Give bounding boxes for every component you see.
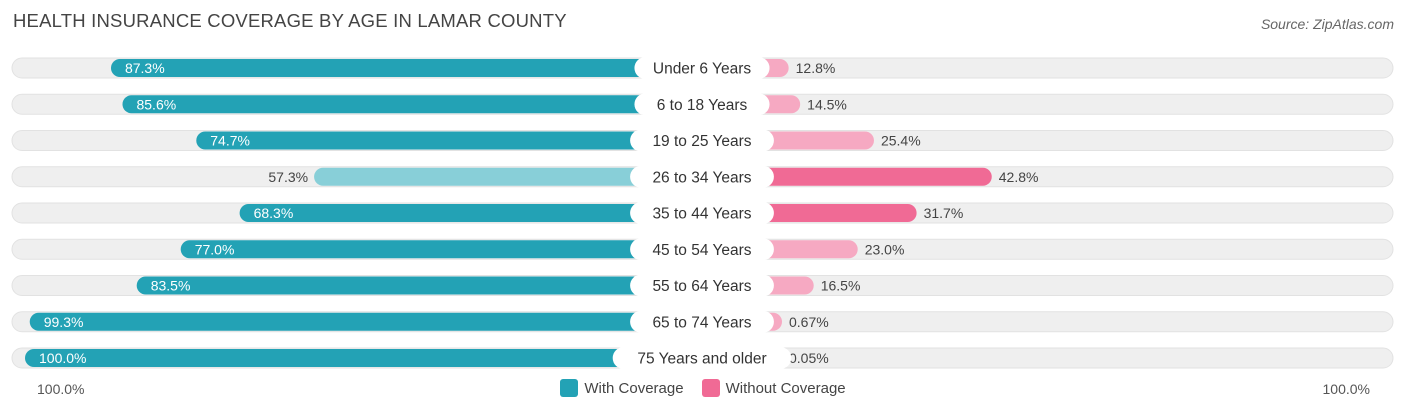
with-coverage-value-label: 57.3% <box>268 169 308 185</box>
without-coverage-value-label: 31.7% <box>924 205 964 221</box>
with-coverage-bar <box>122 95 703 114</box>
legend-label-with-coverage: With Coverage <box>584 379 684 397</box>
with-coverage-value-label: 100.0% <box>39 350 86 366</box>
category-label: 6 to 18 Years <box>657 97 748 114</box>
category-label: 55 to 64 Years <box>652 278 751 295</box>
category-label: Under 6 Years <box>653 61 751 78</box>
chart: 87.3% 12.8% Under 6 Years 85.6% 14.5% 6 to 18… <box>11 57 1394 369</box>
source-label: Source: ZipAtlas.com <box>1260 16 1394 32</box>
without-coverage-bar <box>702 167 992 186</box>
legend-item-with-coverage: With Coverage <box>560 379 684 397</box>
with-coverage-value-label: 99.3% <box>44 314 84 330</box>
category-label: 26 to 34 Years <box>652 169 751 186</box>
axis-left-label: 100.0% <box>37 381 85 397</box>
with-coverage-bar <box>239 204 702 222</box>
category-label: 19 to 25 Years <box>652 133 751 150</box>
with-coverage-bar <box>196 131 702 150</box>
without-coverage-value-label: 0.67% <box>789 314 829 330</box>
category-label-pill <box>634 57 770 79</box>
with-coverage-bar <box>25 349 702 367</box>
category-label-pill <box>634 93 770 116</box>
legend-item-without-coverage: Without Coverage <box>701 379 846 397</box>
category-label: 35 to 44 Years <box>652 206 751 223</box>
category-label-pill <box>630 202 774 224</box>
without-coverage-value-label: 25.4% <box>881 133 921 149</box>
with-coverage-bar <box>180 240 702 259</box>
with-coverage-value-label: 83.5% <box>151 278 191 294</box>
without-coverage-value-label: 42.8% <box>999 169 1039 185</box>
category-label-pill <box>630 238 774 261</box>
with-coverage-value-label: 85.6% <box>136 96 176 112</box>
category-label-pill <box>630 165 774 188</box>
axis-right-label: 100.0% <box>1322 381 1370 397</box>
without-coverage-value-label: 16.5% <box>821 278 861 294</box>
without-coverage-value-label: 14.5% <box>807 96 847 112</box>
category-label: 45 to 54 Years <box>652 242 751 259</box>
chart-title: HEALTH INSURANCE COVERAGE BY AGE IN LAMA… <box>13 10 567 31</box>
category-label: 75 Years and older <box>637 351 766 368</box>
legend-swatch-with-coverage <box>560 379 579 397</box>
without-coverage-value-label: 0.05% <box>789 350 829 366</box>
with-coverage-value-label: 87.3% <box>125 60 165 76</box>
with-coverage-value-label: 68.3% <box>254 205 294 221</box>
category-label-pill <box>630 310 774 333</box>
category-label-pill <box>630 129 774 152</box>
legend-label-without-coverage: Without Coverage <box>725 379 846 397</box>
legend: With Coverage Without Coverage <box>0 379 1406 397</box>
with-coverage-bar <box>136 276 702 295</box>
with-coverage-bar <box>314 167 702 186</box>
category-label: 65 to 74 Years <box>652 314 751 331</box>
with-coverage-bar <box>110 59 702 77</box>
without-coverage-value-label: 23.0% <box>865 241 905 257</box>
legend-swatch-without-coverage <box>701 379 720 397</box>
without-coverage-value-label: 12.8% <box>796 60 836 76</box>
category-label-pill <box>630 274 774 297</box>
with-coverage-value-label: 74.7% <box>210 133 250 149</box>
with-coverage-value-label: 77.0% <box>195 241 235 257</box>
category-label-pill <box>612 347 792 369</box>
with-coverage-bar <box>29 312 702 331</box>
